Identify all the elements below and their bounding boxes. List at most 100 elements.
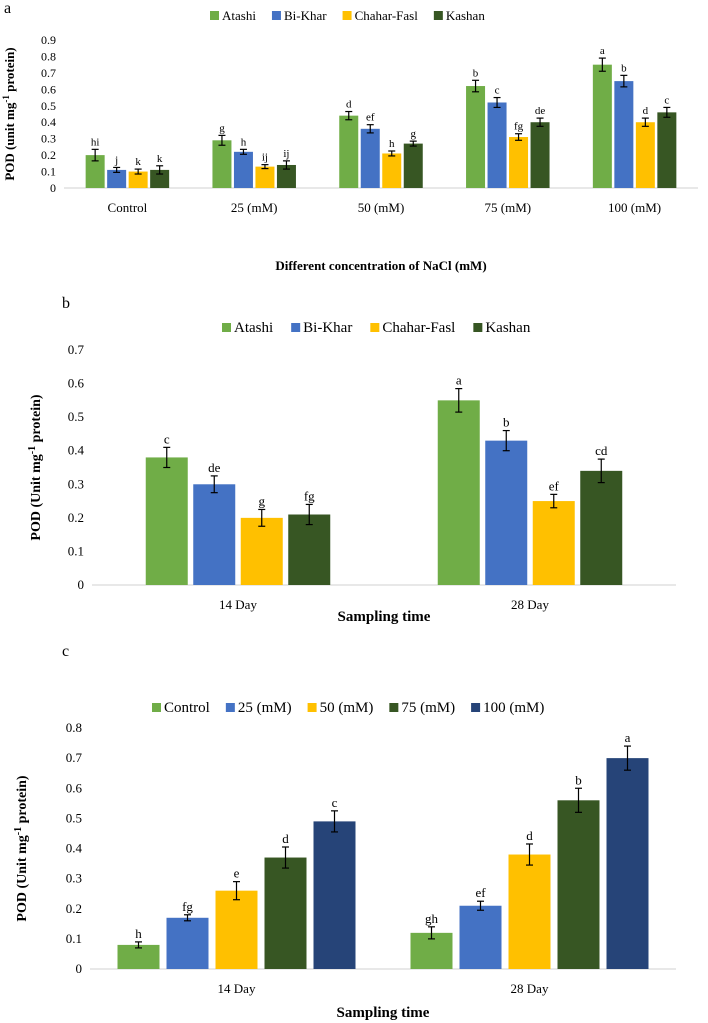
y-tick-label: 0.4 bbox=[68, 443, 85, 458]
significance-letter: a bbox=[456, 373, 462, 388]
bar bbox=[233, 151, 253, 188]
bar bbox=[403, 143, 423, 188]
x-tick-label: 14 Day bbox=[219, 597, 257, 612]
significance-letter: de bbox=[535, 105, 546, 117]
significance-letter: j bbox=[114, 154, 118, 166]
significance-letter: g bbox=[411, 128, 417, 140]
x-axis-label: Sampling time bbox=[338, 609, 431, 625]
significance-letter: c bbox=[164, 431, 170, 446]
significance-letter: k bbox=[135, 156, 141, 168]
x-axis-label: Different concentration of NaCl (mM) bbox=[275, 258, 486, 273]
bar bbox=[166, 917, 209, 969]
bar bbox=[580, 470, 623, 585]
bar bbox=[614, 81, 634, 188]
y-axis-label-sup: -1 bbox=[27, 446, 38, 454]
significance-letter: cd bbox=[595, 443, 608, 458]
bar bbox=[128, 171, 148, 188]
legend-swatch bbox=[152, 703, 161, 712]
significance-letter: gh bbox=[425, 911, 439, 926]
bar bbox=[606, 758, 649, 969]
y-tick-label: 0.5 bbox=[68, 409, 84, 424]
x-tick-label: 28 Day bbox=[511, 981, 549, 996]
legend-label: Bi-Khar bbox=[303, 320, 352, 336]
significance-letter: c bbox=[664, 94, 669, 106]
bar bbox=[240, 517, 283, 585]
y-tick-label: 0.3 bbox=[68, 476, 84, 491]
significance-letter: b bbox=[503, 415, 510, 430]
panel-label: a bbox=[4, 0, 11, 17]
bar bbox=[360, 128, 380, 188]
bar bbox=[508, 854, 551, 969]
y-tick-label: 0.3 bbox=[41, 132, 56, 146]
x-tick-label: Control bbox=[108, 200, 148, 215]
bar bbox=[313, 821, 356, 969]
legend-swatch bbox=[271, 11, 281, 20]
y-tick-label: 0.9 bbox=[41, 33, 56, 47]
y-tick-label: 0 bbox=[78, 577, 85, 592]
significance-letter: fg bbox=[514, 121, 524, 133]
legend-swatch bbox=[307, 703, 317, 712]
legend-swatch bbox=[342, 11, 352, 20]
legend-swatch bbox=[210, 11, 219, 20]
panel-label: c bbox=[62, 643, 69, 660]
significance-letter: de bbox=[208, 460, 221, 475]
bar bbox=[635, 122, 655, 188]
y-tick-label: 0.1 bbox=[68, 543, 84, 558]
significance-letter: b bbox=[621, 62, 627, 74]
x-axis-label: Sampling time bbox=[337, 1005, 430, 1021]
legend-label: Kashan bbox=[446, 8, 485, 23]
bar bbox=[193, 484, 236, 585]
significance-letter: ij bbox=[262, 152, 268, 164]
y-tick-label: 0.7 bbox=[41, 66, 56, 80]
y-tick-label: 0.4 bbox=[66, 841, 83, 856]
significance-letter: g bbox=[219, 122, 225, 134]
y-tick-label: 0.2 bbox=[66, 901, 82, 916]
legend-swatch bbox=[389, 703, 399, 712]
y-tick-label: 0.8 bbox=[66, 720, 82, 735]
y-axis-label: POD (Unit mg-1 protein) bbox=[13, 775, 30, 921]
legend-swatch bbox=[222, 323, 231, 332]
x-tick-label: 25 (mM) bbox=[231, 200, 278, 215]
y-axis-label-sup: -1 bbox=[13, 827, 24, 835]
significance-letter: h bbox=[241, 136, 247, 148]
y-axis-label-main: POD (unit mg bbox=[2, 102, 17, 181]
legend-label: Control bbox=[164, 700, 210, 716]
significance-letter: hi bbox=[91, 136, 100, 148]
significance-letter: e bbox=[234, 866, 240, 881]
bar bbox=[509, 137, 529, 188]
significance-letter: c bbox=[495, 85, 500, 97]
bar bbox=[150, 169, 170, 188]
bar bbox=[485, 440, 528, 585]
significance-letter: d bbox=[526, 828, 533, 843]
y-tick-label: 0.6 bbox=[68, 376, 85, 391]
bar bbox=[339, 115, 359, 188]
y-tick-label: 0.1 bbox=[41, 165, 56, 179]
bar bbox=[145, 457, 188, 585]
significance-letter: fg bbox=[182, 899, 193, 914]
bar bbox=[657, 112, 677, 188]
significance-letter: d bbox=[346, 99, 352, 111]
panel-a-chart: a 0 0.1 0.2 0.3 0.4 0.5 0.6 0.7 0.8 0.9 POD (unit m… bbox=[1, 0, 698, 273]
legend-swatch bbox=[225, 703, 235, 712]
x-tick-label: 14 Day bbox=[218, 981, 256, 996]
legend-swatch bbox=[291, 323, 301, 332]
bar bbox=[215, 890, 258, 969]
y-axis-label-main: POD (Unit mg bbox=[29, 454, 44, 540]
y-tick-label: 0.5 bbox=[41, 99, 56, 113]
significance-letter: b bbox=[575, 772, 582, 787]
legend-swatch bbox=[471, 703, 481, 712]
y-axis-label-tail: protein) bbox=[2, 47, 17, 95]
y-axis-label-tail: protein) bbox=[15, 775, 30, 827]
legend-label: 75 (mM) bbox=[401, 700, 455, 716]
bar bbox=[459, 905, 502, 969]
significance-letter: a bbox=[600, 45, 605, 57]
bar bbox=[212, 140, 232, 188]
y-axis-label-sup: -1 bbox=[1, 95, 11, 103]
bar bbox=[276, 164, 296, 188]
y-tick-label: 0.6 bbox=[66, 780, 83, 795]
y-tick-label: 0 bbox=[76, 961, 83, 976]
y-tick-label: 0.8 bbox=[41, 49, 56, 63]
bar bbox=[532, 501, 575, 585]
y-tick-label: 0.6 bbox=[41, 82, 56, 96]
legend-label: Atashi bbox=[222, 8, 256, 23]
